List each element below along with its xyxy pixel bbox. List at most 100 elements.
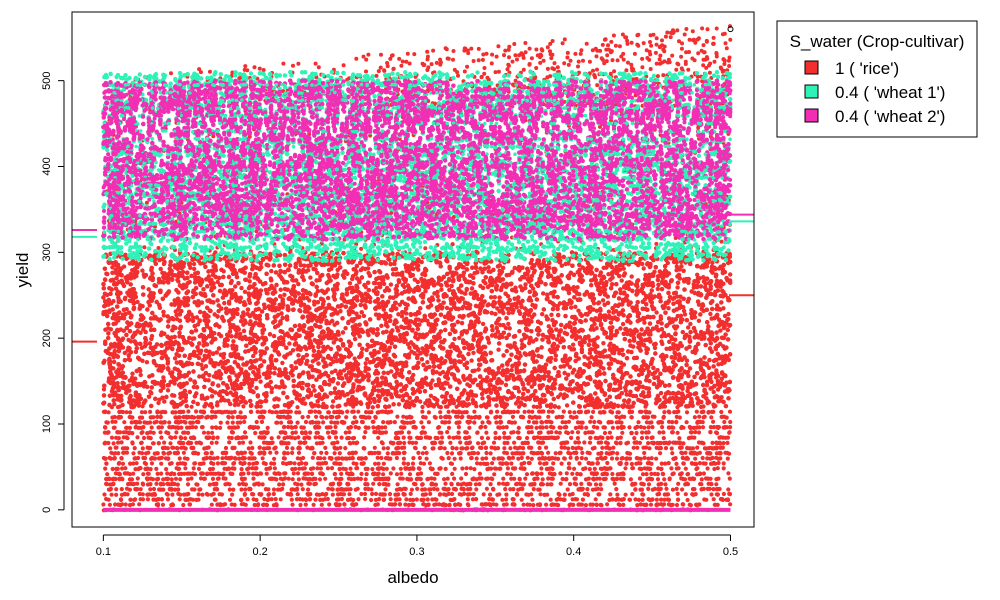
data-point [327, 435, 332, 440]
data-point [674, 420, 679, 425]
data-point [263, 461, 268, 466]
data-point [173, 435, 178, 440]
data-point [468, 486, 473, 492]
data-point [141, 455, 146, 461]
data-point [315, 466, 320, 471]
data-point [529, 445, 534, 450]
data-point [470, 445, 475, 450]
data-point [570, 430, 575, 435]
data-point [623, 492, 628, 497]
data-point [192, 415, 197, 420]
data-point [693, 430, 698, 435]
data-point [210, 425, 215, 430]
data-point [201, 409, 206, 414]
data-point [281, 461, 286, 466]
data-point [554, 497, 559, 502]
data-point [585, 487, 590, 492]
data-point [492, 466, 498, 471]
data-point [395, 414, 400, 419]
data-point [579, 481, 584, 486]
data-point [354, 502, 359, 507]
data-point [587, 451, 592, 456]
data-point [303, 497, 308, 502]
data-point [703, 461, 708, 466]
data-point [282, 476, 288, 481]
data-point [233, 456, 238, 461]
data-point [491, 487, 496, 492]
data-point [637, 476, 643, 481]
data-point [274, 502, 279, 507]
data-point [546, 466, 551, 471]
data-point [595, 456, 600, 461]
data-point [348, 466, 353, 471]
data-point [428, 487, 433, 492]
data-point [257, 415, 262, 420]
data-point [157, 487, 162, 492]
data-point [669, 466, 674, 471]
data-point [259, 419, 264, 424]
data-point [176, 487, 181, 492]
data-point [562, 497, 567, 502]
data-point [162, 440, 167, 445]
data-point [667, 477, 672, 482]
data-point [250, 445, 255, 451]
data-point [406, 430, 411, 435]
data-point [319, 502, 324, 507]
data-point [590, 446, 595, 451]
data-point [248, 456, 254, 461]
data-point [343, 467, 348, 472]
data-point [253, 430, 258, 436]
data-point [114, 445, 119, 450]
data-point [342, 502, 347, 507]
data-point [581, 466, 586, 472]
data-point [112, 425, 117, 430]
data-point [417, 466, 422, 471]
data-point [337, 477, 342, 482]
data-point [436, 425, 442, 430]
data-point [493, 435, 498, 441]
data-point [333, 435, 339, 440]
data-point [498, 414, 503, 420]
data-point [532, 477, 537, 482]
data-point [247, 486, 252, 491]
data-point [376, 476, 381, 481]
data-point [394, 487, 399, 492]
data-point [464, 446, 469, 451]
data-point [377, 482, 382, 487]
data-point [146, 471, 151, 476]
data-point [295, 471, 301, 476]
data-point [569, 435, 574, 440]
data-point [155, 409, 160, 414]
data-point [487, 420, 492, 425]
data-point [196, 492, 201, 497]
data-point [526, 419, 532, 424]
data-point [328, 482, 333, 487]
data-point [634, 430, 639, 436]
data-point [260, 409, 265, 414]
data-point [155, 471, 160, 476]
data-point [119, 456, 124, 461]
data-point [240, 440, 246, 445]
data-point [307, 476, 312, 482]
data-point [352, 415, 357, 420]
data-point [188, 420, 193, 425]
data-point [185, 441, 191, 446]
data-point [216, 476, 221, 481]
data-point [702, 414, 707, 419]
data-point [484, 415, 489, 420]
data-point [588, 502, 593, 507]
data-point [520, 466, 525, 471]
data-point [646, 425, 651, 430]
data-point [537, 415, 542, 420]
data-point [396, 445, 401, 451]
data-point [536, 487, 541, 492]
data-point [244, 435, 249, 440]
data-point [196, 451, 201, 456]
data-point [678, 471, 684, 477]
data-point [350, 450, 355, 455]
data-point [370, 467, 375, 472]
data-point [340, 487, 345, 492]
data-point [615, 492, 620, 497]
data-point [120, 446, 125, 451]
data-point [194, 440, 199, 445]
